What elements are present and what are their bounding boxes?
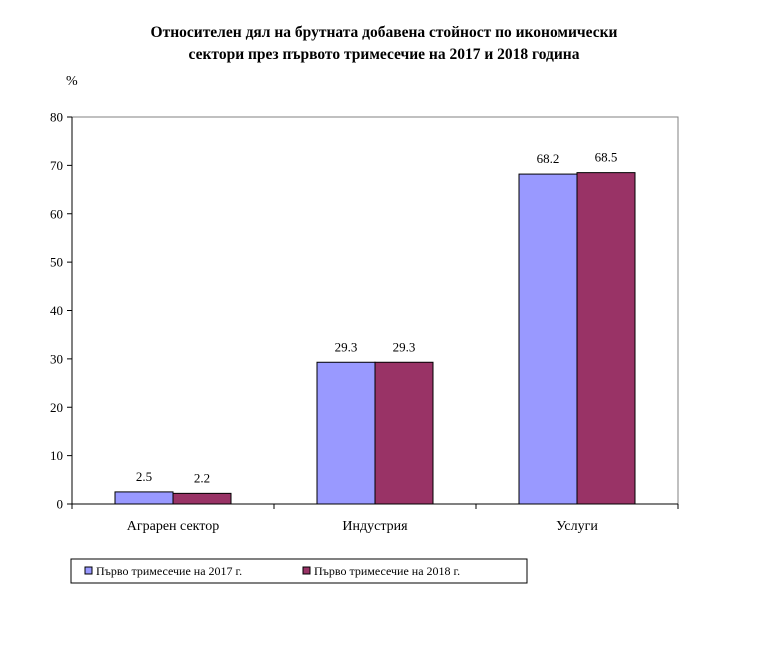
y-tick-label: 60 <box>50 206 63 221</box>
legend-swatch[interactable] <box>302 566 311 575</box>
data-label: 2.5 <box>136 469 152 484</box>
bar[interactable] <box>172 492 232 505</box>
y-tick-label: 10 <box>50 448 63 463</box>
data-label: 68.5 <box>595 150 618 165</box>
data-label-background <box>533 151 563 168</box>
bar[interactable] <box>576 172 636 505</box>
y-axis-label: % <box>66 74 78 89</box>
x-tick-label: Услуги <box>556 519 598 534</box>
y-tick-label: 30 <box>50 351 63 366</box>
y-tick-label: 40 <box>50 303 63 318</box>
chart-title: Относителен дял на брутната добавена сто… <box>0 22 768 66</box>
y-tick-label: 20 <box>50 400 63 415</box>
y-tick-label: 70 <box>50 158 63 173</box>
legend: Първо тримесечие на 2017 г. Първо тримесе… <box>70 558 528 584</box>
data-label: 68.2 <box>537 151 560 166</box>
data-label-background <box>129 468 159 485</box>
data-label-background <box>591 149 621 166</box>
legend-swatch[interactable] <box>84 566 93 575</box>
legend-label[interactable]: Първо тримесечие на 2017 г. <box>96 564 242 578</box>
plot-area: 0 10 20 30 40 50 60 70 80 Аграрен сектор 2.5 2.2 Инд… <box>50 110 679 534</box>
y-tick-label: 0 <box>57 497 64 512</box>
x-tick-label: Индустрия <box>342 519 408 534</box>
data-label: 29.3 <box>335 339 358 354</box>
chart-title-line-2: сектори през първото тримесечие на 2017 … <box>188 46 580 63</box>
x-tick-label: Аграрен сектор <box>127 519 219 534</box>
y-tick-label: 80 <box>50 110 63 125</box>
bar[interactable] <box>316 361 376 505</box>
data-label: 2.2 <box>194 470 210 485</box>
data-label-background <box>331 339 361 356</box>
y-tick-label: 50 <box>50 255 63 270</box>
legend-box <box>70 558 528 584</box>
chart-title-line-1: Относителен дял на брутната добавена сто… <box>150 24 618 41</box>
bar[interactable] <box>114 491 174 505</box>
data-label-background <box>187 470 217 487</box>
bar[interactable] <box>518 173 578 505</box>
data-label: 29.3 <box>393 339 416 354</box>
data-label-background <box>389 339 419 356</box>
bar[interactable] <box>374 361 434 505</box>
legend-label[interactable]: Първо тримесечие на 2018 г. <box>314 564 460 578</box>
